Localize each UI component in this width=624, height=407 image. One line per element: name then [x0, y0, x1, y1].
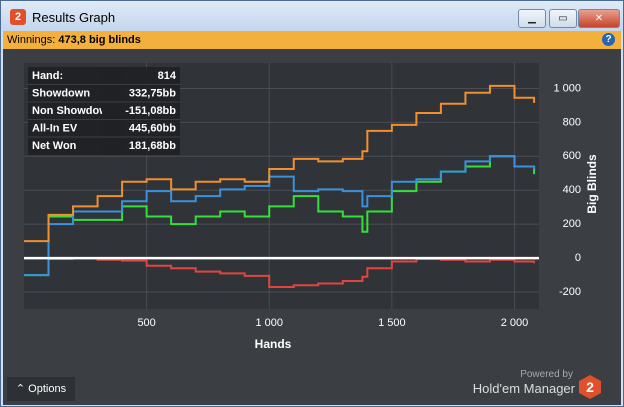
- winnings-value: 473,8 big blinds: [58, 34, 141, 46]
- x-tick-label: 1 500: [378, 317, 406, 329]
- y-tick-label: 0: [575, 252, 581, 264]
- info-mask: [102, 120, 122, 137]
- info-mask: [102, 85, 122, 102]
- y-tick-label: 400: [563, 184, 581, 196]
- info-mask: [102, 103, 122, 119]
- x-tick-label: 500: [137, 317, 155, 329]
- options-button[interactable]: ⌃ Options: [7, 377, 75, 401]
- x-tick-label: 2 000: [501, 317, 529, 329]
- x-tick-label: 1 000: [255, 317, 283, 329]
- maximize-button[interactable]: ▭: [549, 9, 577, 28]
- info-value: 445,60bb: [129, 122, 176, 134]
- info-mask: [102, 138, 122, 154]
- info-label: Net Won: [32, 140, 77, 152]
- info-label: Hand:: [32, 70, 63, 82]
- series-line: [24, 155, 536, 277]
- title-bar: 2 Results Graph ▁ ▭ ✕: [1, 1, 623, 31]
- y-tick-label: 600: [563, 150, 581, 162]
- x-axis-label: Hands: [255, 337, 292, 351]
- brand: Hold'em Manager: [472, 381, 575, 396]
- info-label: Showdown: [32, 87, 90, 99]
- info-mask: [102, 68, 122, 84]
- close-button[interactable]: ✕: [578, 9, 620, 28]
- info-label: All-In EV: [32, 122, 78, 134]
- brand-logo: 2: [579, 375, 601, 399]
- app-icon: 2: [10, 9, 26, 25]
- info-label: Non Showdown: [32, 105, 115, 117]
- series-line: [24, 257, 536, 288]
- y-tick-label: 1 000: [553, 82, 581, 94]
- winnings-bar: Winnings: 473,8 big blinds ?: [3, 31, 621, 49]
- winnings-label: Winnings:: [7, 34, 56, 46]
- y-tick-label: 800: [563, 116, 581, 128]
- y-axis-label: Big Blinds: [585, 154, 599, 214]
- info-value: 814: [158, 70, 177, 82]
- options-label: Options: [28, 383, 67, 395]
- help-button[interactable]: ?: [602, 33, 615, 46]
- minimize-button[interactable]: ▁: [518, 9, 546, 28]
- series-line: [24, 84, 536, 243]
- info-value: -151,08bb: [125, 105, 176, 117]
- footer: ⌃ Options Powered by Hold'em Manager 2: [3, 369, 621, 405]
- window-title: Results Graph: [32, 10, 116, 25]
- y-tick-label: -200: [559, 286, 581, 298]
- chart: Hands Big Blinds -200 0 200 400 600 800 1 000 5…: [3, 49, 621, 373]
- info-value: 332,75bb: [129, 87, 176, 99]
- powered-by: Powered by: [520, 369, 573, 380]
- y-tick-label: 200: [563, 218, 581, 230]
- info-value: 181,68bb: [129, 140, 176, 152]
